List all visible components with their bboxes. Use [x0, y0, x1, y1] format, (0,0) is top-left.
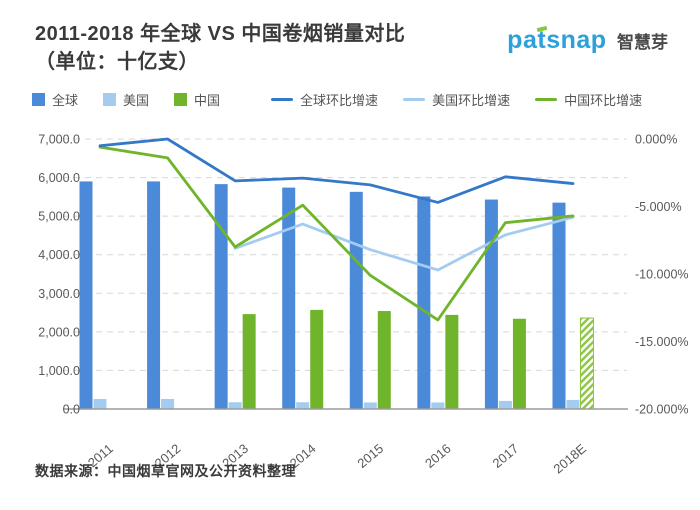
- growth-line-中国环比增速: [98, 145, 575, 322]
- us-growth-line-swatch-icon: [403, 98, 426, 101]
- bar-全球-2011: [79, 181, 93, 409]
- bar-全球-2015: [349, 191, 363, 409]
- china-bar-swatch-icon: [174, 93, 188, 106]
- left-axis-tick-label: 5,000.0: [38, 210, 80, 224]
- left-axis-tick-label: 4,000.0: [38, 248, 80, 262]
- bar-中国-2015: [377, 311, 391, 409]
- bar-中国-2016: [445, 314, 459, 409]
- bar-全球-2014: [282, 187, 296, 409]
- title-line-1: 2011-2018 年全球 VS 中国卷烟销量对比: [35, 23, 406, 45]
- global-growth-line-swatch-icon: [271, 98, 294, 101]
- left-axis-tick-label: 2,000.0: [38, 325, 80, 339]
- growth-line-美国环比增速: [233, 215, 575, 272]
- bar-全球-2018E: [552, 202, 566, 409]
- bar-美国-2018E: [566, 399, 580, 409]
- legend-item-us-bar[interactable]: 美国: [103, 90, 149, 109]
- bar-全球-2012: [147, 181, 161, 409]
- bar-全球-2016: [417, 196, 431, 409]
- bar-美国-2014: [296, 402, 310, 409]
- bar-中国-2014: [310, 309, 324, 409]
- logo-text-t: t: [537, 26, 547, 54]
- legend-label: 中国环比增速: [564, 93, 643, 108]
- legend-item-china-bar[interactable]: 中国: [174, 90, 220, 109]
- bar-中国-2017: [512, 318, 526, 409]
- left-axis-tick-label: 1,000.0: [38, 364, 80, 378]
- left-axis-tick-label: 7,000.0: [38, 133, 80, 147]
- logo-text-snap: snap: [546, 26, 607, 54]
- page-title: 2011-2018 年全球 VS 中国卷烟销量对比 （单位：十亿支）: [35, 20, 405, 76]
- left-axis-tick-label: 6,000.0: [38, 171, 80, 185]
- left-axis-tick-label: 3,000.0: [38, 287, 80, 301]
- patsnap-wordmark: patsnap: [507, 26, 606, 54]
- bar-美国-2015: [363, 402, 377, 409]
- bar-美国-2013: [228, 402, 242, 409]
- right-axis-tick-label: 0.000%: [635, 133, 677, 147]
- bar-美国-2012: [161, 398, 175, 409]
- china-growth-line-swatch-icon: [535, 98, 558, 101]
- legend-label: 全球: [52, 93, 79, 108]
- logo-cn-text: 智慧芽: [617, 33, 668, 52]
- legend-item-china-growth-line[interactable]: 中国环比增速: [535, 90, 642, 109]
- right-axis-tick-label: -10.000%: [635, 268, 689, 282]
- legend-item-global-bar[interactable]: 全球: [32, 90, 78, 109]
- data-source-note: 数据来源：中国烟草官网及公开资料整理: [35, 463, 296, 479]
- us-bar-swatch-icon: [103, 93, 117, 106]
- patsnap-logo: patsnap 智慧芽: [507, 26, 668, 55]
- title-line-2: （单位：十亿支）: [35, 51, 199, 73]
- legend-item-global-growth-line[interactable]: 全球环比增速: [271, 90, 378, 109]
- legend-label: 美国环比增速: [432, 93, 511, 108]
- legend-label: 美国: [123, 93, 150, 108]
- chart-legend: 全球 美国 中国 全球环比增速 美国环比增速 中国环比增速: [32, 90, 667, 109]
- bar-美国-2016: [431, 402, 445, 409]
- bar-美国-2017: [498, 400, 512, 409]
- legend-item-us-growth-line[interactable]: 美国环比增速: [403, 90, 510, 109]
- category-label-2016: 2016: [422, 441, 454, 471]
- left-axis-tick-label: 0.0: [63, 403, 80, 417]
- legend-label: 全球环比增速: [300, 93, 379, 108]
- bar-中国-2013: [242, 314, 256, 409]
- bar-美国-2011: [93, 398, 107, 409]
- right-axis-tick-label: -5.000%: [635, 200, 682, 214]
- category-label-2018E: 2018E: [550, 441, 589, 477]
- global-bar-swatch-icon: [32, 93, 45, 106]
- growth-line-全球环比增速: [98, 137, 575, 204]
- legend-label: 中国: [194, 93, 221, 108]
- category-label-2017: 2017: [490, 441, 522, 471]
- right-axis-tick-label: -15.000%: [635, 335, 689, 349]
- bar-中国-2018E: [579, 317, 594, 410]
- right-axis-tick-label: -20.000%: [635, 403, 689, 417]
- logo-text-pa: pa: [507, 26, 538, 54]
- bar-全球-2013: [214, 184, 228, 409]
- bar-全球-2017: [484, 199, 498, 409]
- category-label-2015: 2015: [354, 441, 386, 471]
